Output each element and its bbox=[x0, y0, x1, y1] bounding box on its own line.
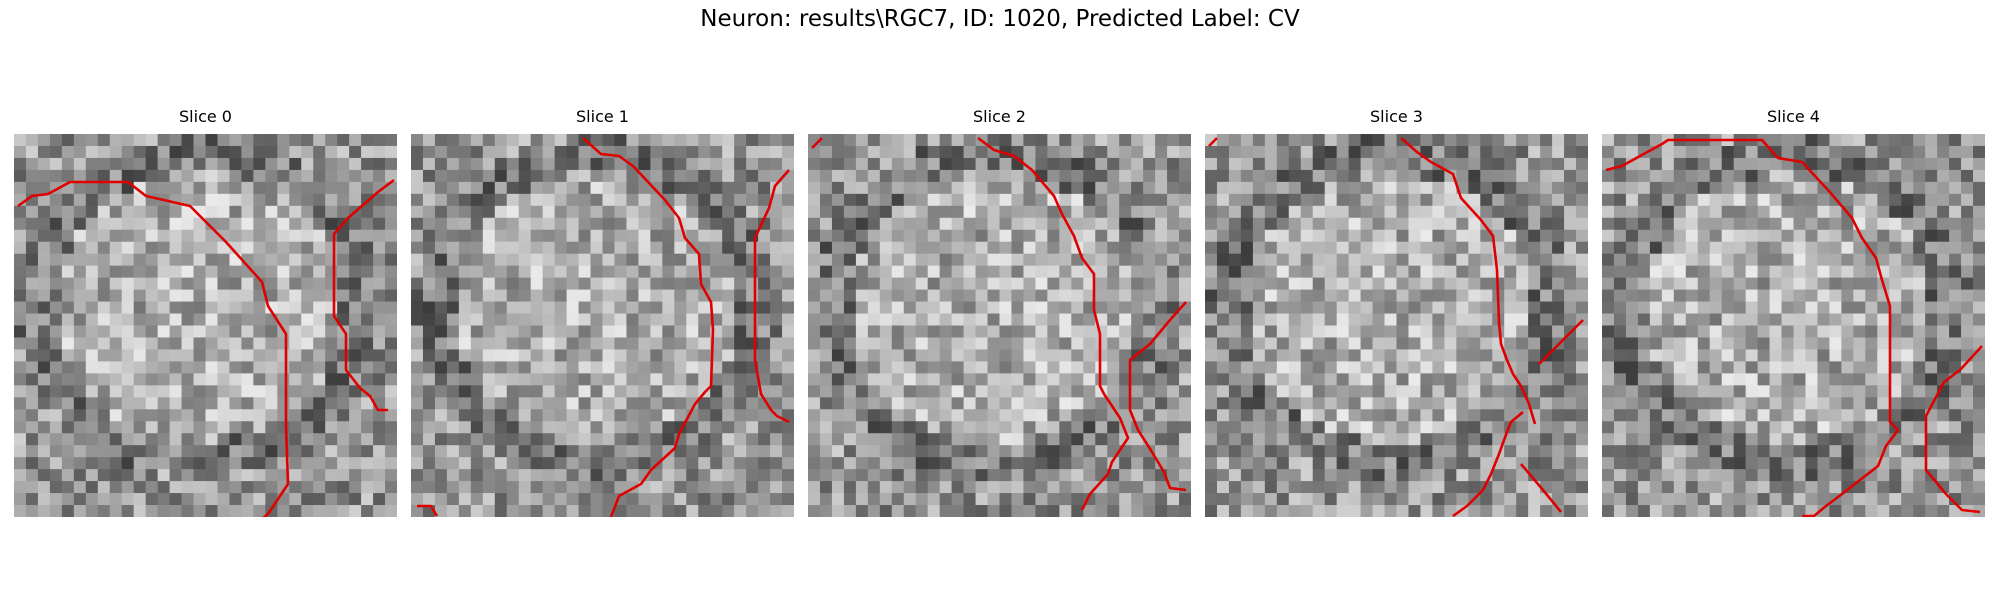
contour-line bbox=[1538, 319, 1584, 365]
contour-line bbox=[1924, 345, 1983, 514]
slice-title: Slice 2 bbox=[973, 107, 1026, 126]
contour-line bbox=[1208, 137, 1218, 147]
slice-panel-1: Slice 1 bbox=[411, 106, 794, 517]
slice-panel-0: Slice 0 bbox=[14, 106, 397, 517]
slice-image-0 bbox=[14, 134, 397, 517]
slice-image-2 bbox=[808, 134, 1191, 517]
contour-line bbox=[17, 180, 290, 517]
slice-image-1 bbox=[411, 134, 794, 517]
slice-title: Slice 1 bbox=[576, 107, 629, 126]
contour-line bbox=[1400, 137, 1537, 425]
contour-line bbox=[1128, 301, 1187, 492]
slice-title: Slice 0 bbox=[179, 107, 232, 126]
contour-line bbox=[1520, 463, 1563, 513]
slice-panel-4: Slice 4 bbox=[1602, 106, 1985, 517]
slice-image-3 bbox=[1205, 134, 1588, 517]
pixel-grid bbox=[411, 134, 794, 517]
pixel-grid bbox=[1602, 134, 1985, 517]
pixel-grid bbox=[14, 134, 397, 517]
figure-title: Neuron: results\RGC7, ID: 1020, Predicte… bbox=[700, 6, 1300, 32]
slice-panel-3: Slice 3 bbox=[1205, 106, 1588, 517]
contour-line bbox=[582, 137, 715, 517]
pixel-grid bbox=[808, 134, 1191, 517]
contour-line bbox=[332, 178, 395, 412]
slice-panel-2: Slice 2 bbox=[808, 106, 1191, 517]
slice-title: Slice 4 bbox=[1767, 107, 1820, 126]
contour-line bbox=[1452, 411, 1524, 517]
contour-line bbox=[417, 504, 439, 517]
slice-image-4 bbox=[1602, 134, 1985, 517]
contour-line bbox=[1605, 138, 1900, 517]
slice-title: Slice 3 bbox=[1370, 107, 1423, 126]
contour-line bbox=[753, 169, 790, 424]
contour-line bbox=[977, 136, 1130, 511]
pixel-grid bbox=[1205, 134, 1588, 517]
contour-line bbox=[811, 137, 823, 149]
